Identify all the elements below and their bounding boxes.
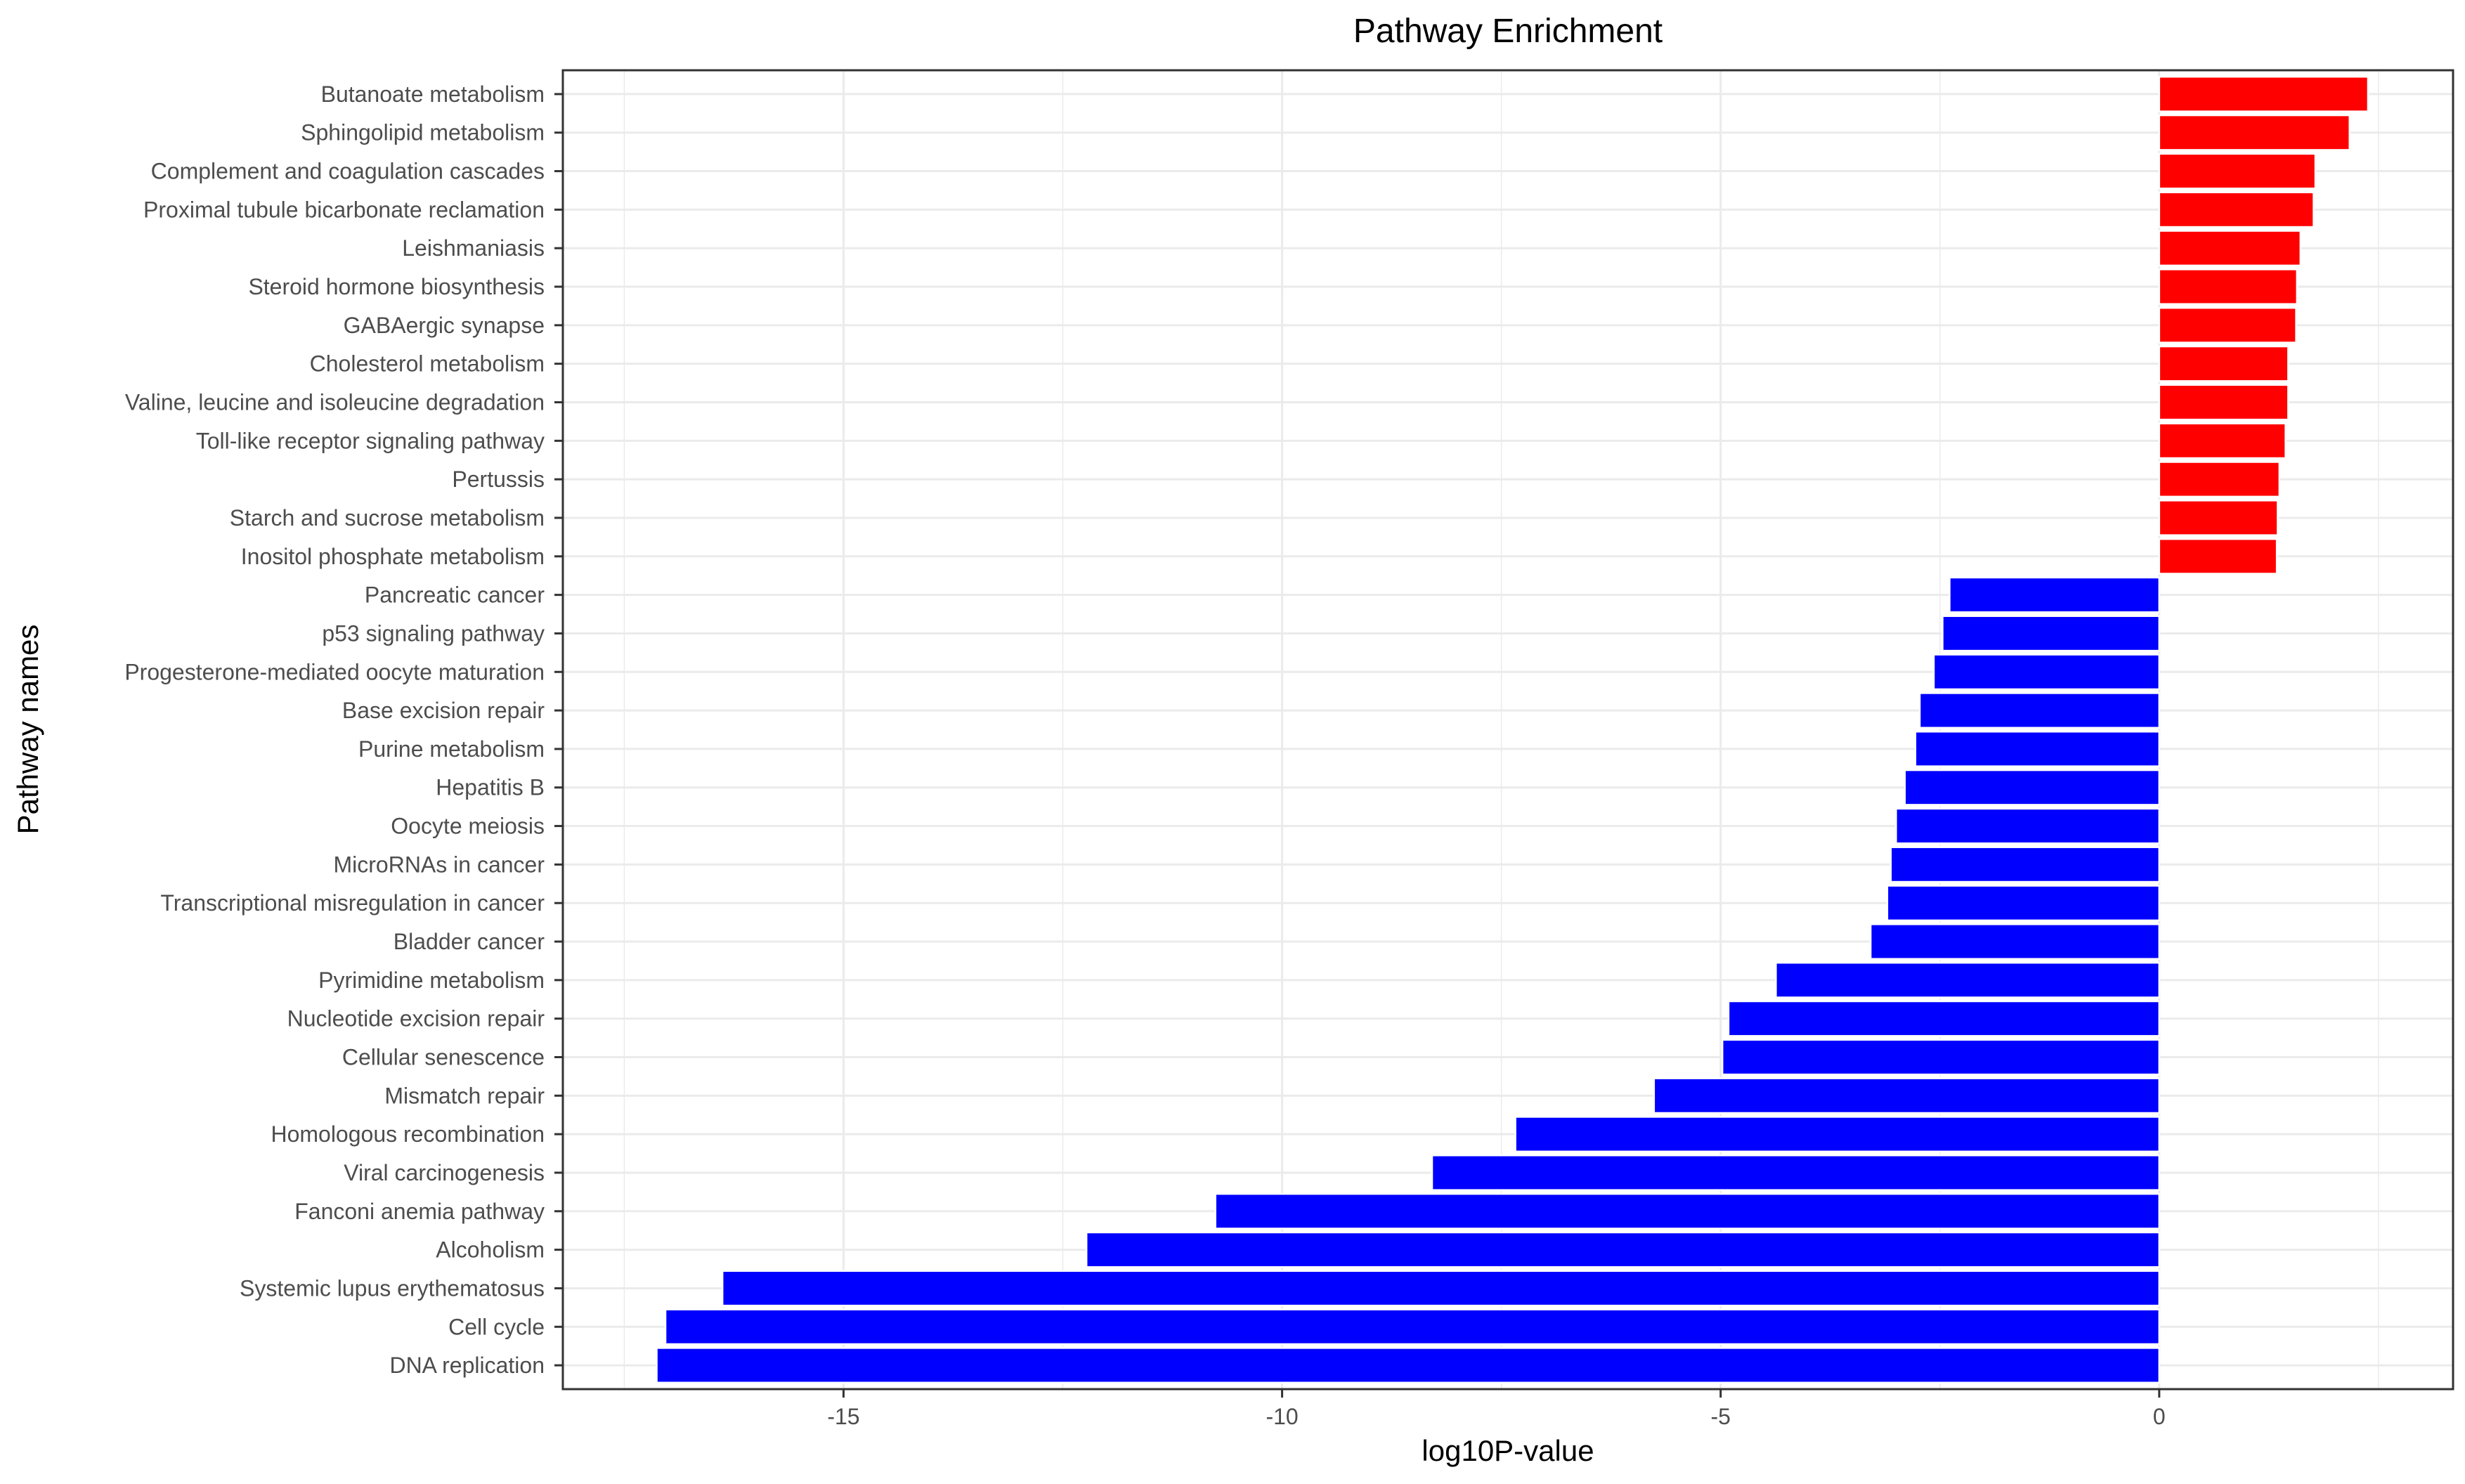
bar: [2158, 114, 2350, 151]
bar: [1869, 923, 2161, 960]
bar: [1085, 1231, 2161, 1268]
bar: [1721, 1039, 2161, 1076]
bar: [1932, 653, 2161, 691]
category-label: Starch and sucrose metabolism: [230, 505, 545, 531]
bar: [1942, 615, 2161, 652]
bars: [656, 75, 2369, 1384]
panel-border: [561, 69, 2454, 1391]
bar: [2158, 75, 2369, 112]
bar: [2158, 345, 2289, 382]
bar: [2158, 538, 2278, 575]
category-label: Proximal tubule bicarbonate reclamation: [143, 197, 545, 222]
bar: [2158, 461, 2281, 498]
category-label: Base excision repair: [342, 698, 545, 723]
category-label: Pyrimidine metabolism: [318, 968, 545, 993]
chart-title: Pathway Enrichment: [1353, 13, 1663, 50]
category-label: GABAergic synapse: [344, 313, 545, 338]
category-labels: Butanoate metabolism Sphingolipid metabol…: [124, 82, 545, 1378]
category-label: Pancreatic cancer: [365, 582, 545, 608]
category-label: Homologous recombination: [271, 1121, 545, 1147]
category-label: DNA replication: [389, 1353, 545, 1378]
bar: [1727, 1000, 2161, 1037]
category-label: Sphingolipid metabolism: [301, 120, 545, 145]
category-label: Mismatch repair: [384, 1083, 545, 1108]
x-axis-title: log10P-value: [1422, 1434, 1594, 1467]
y-axis-title: Pathway names: [11, 625, 44, 835]
category-label: Bladder cancer: [394, 929, 545, 954]
category-label: Toll-like receptor signaling pathway: [196, 428, 545, 453]
category-label: Butanoate metabolism: [321, 82, 545, 107]
category-label: p53 signaling pathway: [322, 620, 545, 646]
bar: [2158, 230, 2302, 267]
bar: [656, 1347, 2161, 1384]
bar: [1918, 692, 2161, 729]
category-label: Viral carcinogenesis: [344, 1160, 545, 1185]
category-label: Systemic lupus erythematosus: [240, 1275, 545, 1301]
bar: [2158, 384, 2289, 421]
bar: [2158, 191, 2315, 228]
bar: [1914, 730, 2161, 767]
category-label: Hepatitis B: [436, 775, 545, 800]
bar: [1514, 1116, 2161, 1153]
bar: [1904, 769, 2161, 806]
category-label: MicroRNAs in cancer: [333, 852, 545, 877]
category-label: Alcoholism: [436, 1237, 545, 1263]
bar: [1895, 807, 2161, 845]
x-tick-label: -10: [1266, 1404, 1298, 1429]
category-label: Valine, leucine and isoleucine degradati…: [125, 390, 545, 415]
category-label: Progesterone-mediated oocyte maturation: [124, 659, 545, 684]
bar: [2158, 306, 2297, 344]
x-axis-ticks: [842, 1389, 2161, 1398]
bar: [2158, 500, 2279, 536]
bar: [2158, 422, 2287, 460]
category-label: Purine metabolism: [358, 736, 545, 762]
category-label: Pertussis: [452, 467, 545, 492]
bar: [2158, 268, 2298, 305]
category-label: Fanconi anemia pathway: [294, 1199, 545, 1224]
x-tick-labels: -15 -10 -5 0: [827, 1404, 2165, 1429]
bar: [1431, 1154, 2161, 1191]
bar: [721, 1270, 2161, 1307]
category-label: Inositol phosphate metabolism: [241, 544, 545, 569]
category-label: Cell cycle: [448, 1314, 545, 1339]
category-label: Oocyte meiosis: [391, 814, 545, 839]
category-label: Cellular senescence: [342, 1045, 545, 1070]
category-label: Complement and coagulation cascades: [151, 159, 545, 184]
category-label: Steroid hormone biosynthesis: [248, 274, 545, 299]
bar: [1890, 846, 2161, 883]
bar: [1653, 1077, 2161, 1114]
category-label: Cholesterol metabolism: [310, 351, 545, 377]
bar: [1949, 576, 2161, 613]
category-label: Transcriptional misregulation in cancer: [160, 890, 545, 916]
y-axis-ticks: [554, 93, 563, 1367]
x-tick-label: 0: [2153, 1404, 2166, 1429]
x-tick-label: -15: [827, 1404, 859, 1429]
category-label: Nucleotide excision repair: [287, 1006, 545, 1031]
bar: [1214, 1192, 2161, 1230]
category-label: Leishmaniasis: [402, 235, 545, 261]
bar: [664, 1308, 2161, 1346]
bar: [1886, 885, 2161, 922]
bar: [1775, 961, 2161, 998]
bar: [2158, 152, 2317, 190]
x-tick-label: -5: [1710, 1404, 1730, 1429]
